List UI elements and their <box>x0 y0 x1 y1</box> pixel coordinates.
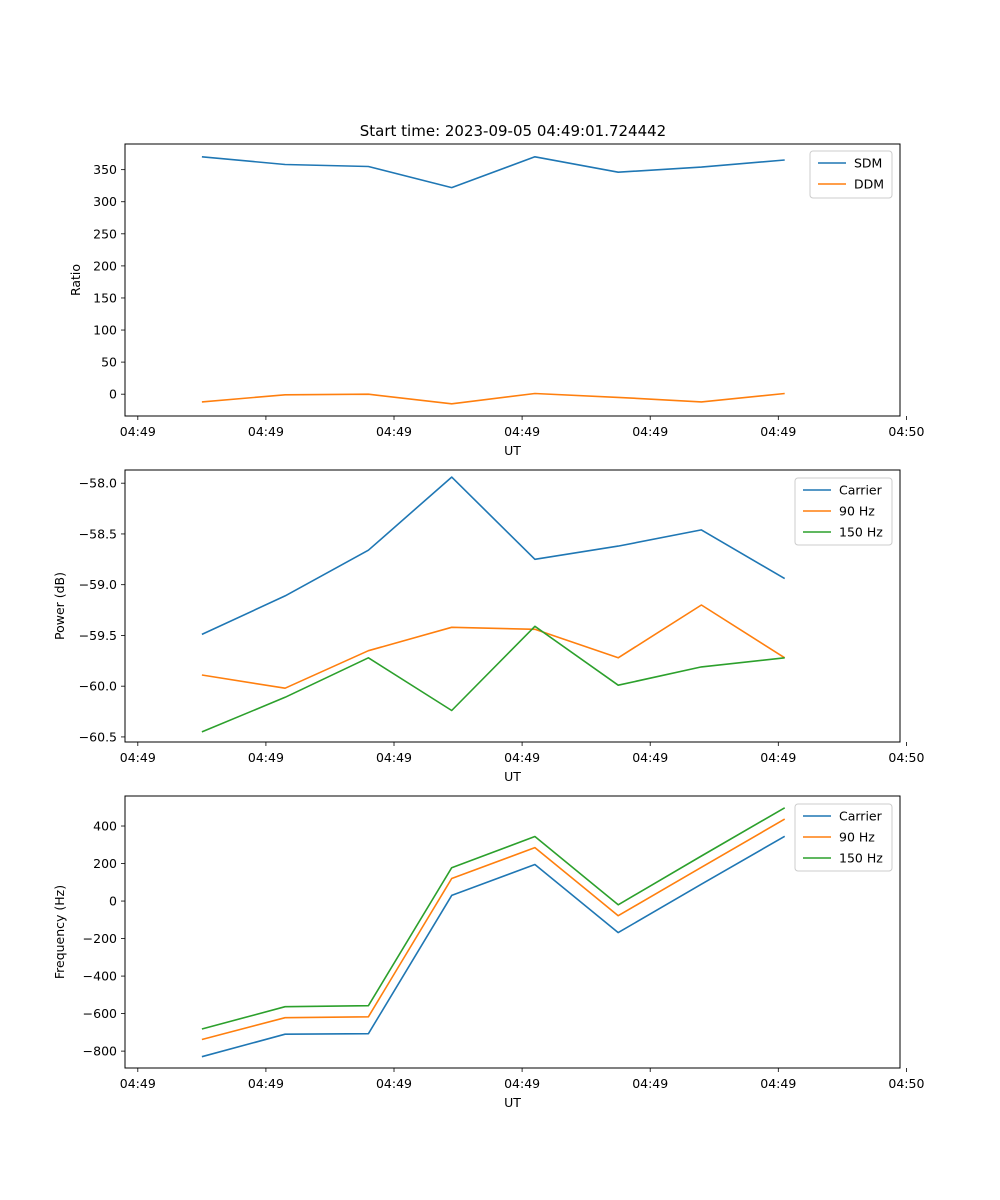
x-tick-label: 04:49 <box>504 424 540 439</box>
legend-label: SDM <box>854 156 882 171</box>
chart-panel-1: 04:49 04:49 04:49 04:49 04:49 04:49 04:50 0 50 10… <box>68 143 924 458</box>
x-tick-label: 04:49 <box>376 750 412 765</box>
y-axis-label: Power (dB) <box>52 572 67 640</box>
chart-panel-3: 04:49 04:49 04:49 04:49 04:49 04:49 04:50 −800 −… <box>52 795 924 1110</box>
y-tick-label: 200 <box>93 856 117 871</box>
y-tick-label: −600 <box>83 1006 117 1021</box>
x-tick-label: 04:50 <box>888 750 924 765</box>
legend-label: 150 Hz <box>839 525 883 540</box>
y-axis-label: Ratio <box>68 264 83 296</box>
legend-label: 90 Hz <box>839 830 875 845</box>
legend-label: 90 Hz <box>839 504 875 519</box>
legend: SDM DDM <box>809 150 893 199</box>
chart-panel-2: 04:49 04:49 04:49 04:49 04:49 04:49 04:50 −60.5… <box>52 469 924 784</box>
y-tick-label: 150 <box>93 290 117 305</box>
figure-title: Start time: 2023-09-05 04:49:01.724442 <box>360 122 666 140</box>
series-line-150-hz <box>201 625 785 733</box>
legend-label: DDM <box>854 177 884 192</box>
x-tick-label: 04:49 <box>120 1076 156 1091</box>
legend: Carrier 90 Hz 150 Hz <box>794 803 893 872</box>
y-axis-label: Frequency (Hz) <box>52 885 67 979</box>
series-line-ddm <box>201 392 785 405</box>
x-tick-label: 04:49 <box>760 424 796 439</box>
x-tick-label: 04:49 <box>376 1076 412 1091</box>
plot-frame <box>124 143 901 417</box>
x-tick-label: 04:49 <box>632 1076 668 1091</box>
y-tick-label: 100 <box>93 323 117 338</box>
x-tick-label: 04:50 <box>888 1076 924 1091</box>
y-tick-label: −58.0 <box>79 476 117 491</box>
y-tick-label: −60.0 <box>79 679 117 694</box>
legend-box <box>794 477 893 546</box>
series-line-carrier <box>201 476 786 636</box>
x-axis-label: UT <box>504 443 521 458</box>
series-line-90-hz <box>201 604 786 690</box>
series-line-150-hz <box>201 807 786 1030</box>
y-tick-label: 200 <box>93 258 117 273</box>
series-line-90-hz <box>201 818 786 1041</box>
series-line-carrier <box>201 835 786 1058</box>
x-tick-label: 04:49 <box>632 424 668 439</box>
x-tick-label: 04:49 <box>504 1076 540 1091</box>
y-tick-label: 350 <box>93 162 117 177</box>
legend: Carrier 90 Hz 150 Hz <box>794 477 893 546</box>
y-tick-label: −200 <box>83 931 117 946</box>
y-tick-label: 300 <box>93 194 117 209</box>
x-tick-label: 04:49 <box>760 1076 796 1091</box>
legend-label: Carrier <box>839 809 883 824</box>
x-tick-label: 04:49 <box>248 750 284 765</box>
x-tick-label: 04:49 <box>248 1076 284 1091</box>
y-tick-label: −800 <box>83 1044 117 1059</box>
x-tick-label: 04:49 <box>632 750 668 765</box>
plot-frame <box>124 469 901 743</box>
y-tick-label: 50 <box>101 355 117 370</box>
y-tick-label: 250 <box>93 226 117 241</box>
legend-label: Carrier <box>839 483 883 498</box>
legend-label: 150 Hz <box>839 851 883 866</box>
y-tick-label: −400 <box>83 969 117 984</box>
y-tick-label: −59.0 <box>79 577 117 592</box>
x-tick-label: 04:49 <box>120 424 156 439</box>
legend-box <box>794 803 893 872</box>
x-tick-label: 04:50 <box>888 424 924 439</box>
plot-frame <box>124 795 901 1069</box>
x-tick-label: 04:49 <box>248 424 284 439</box>
y-tick-label: −58.5 <box>79 526 117 541</box>
x-tick-label: 04:49 <box>760 750 796 765</box>
y-tick-label: 400 <box>93 819 117 834</box>
y-tick-label: −59.5 <box>79 628 117 643</box>
y-tick-label: 0 <box>109 387 117 402</box>
x-axis-label: UT <box>504 1095 521 1110</box>
x-tick-label: 04:49 <box>120 750 156 765</box>
series-line-sdm <box>201 156 785 189</box>
x-axis-label: UT <box>504 769 521 784</box>
x-tick-label: 04:49 <box>376 424 412 439</box>
y-tick-label: −60.5 <box>79 729 117 744</box>
y-tick-label: 0 <box>109 894 117 909</box>
x-tick-label: 04:49 <box>504 750 540 765</box>
